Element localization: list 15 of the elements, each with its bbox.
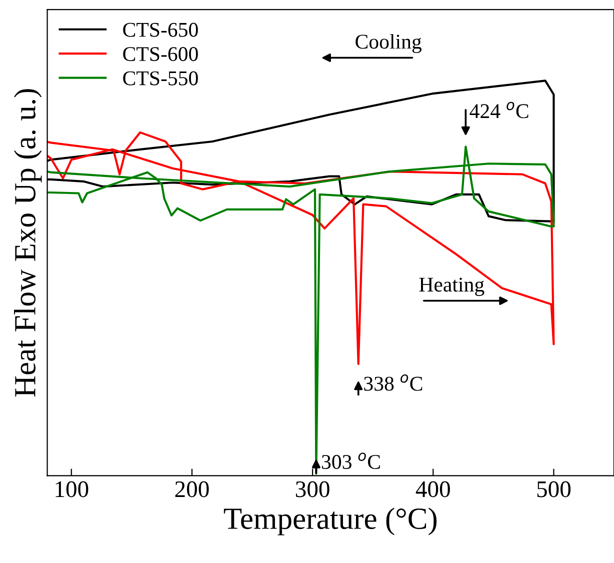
x-axis-title: Temperature (°C)	[224, 508, 437, 536]
annotation: 424 $^{o}$C	[470, 102, 528, 118]
x-tick-label: 500	[537, 481, 571, 498]
x-tick-label: 200	[175, 481, 209, 498]
text: Cooling	[356, 34, 422, 54]
x-tick-label: 300	[296, 481, 330, 498]
x-tick-label: 100	[56, 481, 88, 498]
legend-label: CTS-550	[123, 71, 198, 86]
annotation: Heating	[419, 278, 484, 296]
legend-label: CTS-600	[123, 47, 198, 62]
annotation: 338 $^{o}$C	[364, 374, 422, 391]
annotation: 303 $^{o}$C	[322, 452, 380, 469]
y-axis-title: Heat Flow Exo Up (a. u.)	[14, 89, 42, 397]
x-tick-label: 400	[416, 481, 450, 498]
legend-label: CTS-650	[123, 22, 198, 37]
